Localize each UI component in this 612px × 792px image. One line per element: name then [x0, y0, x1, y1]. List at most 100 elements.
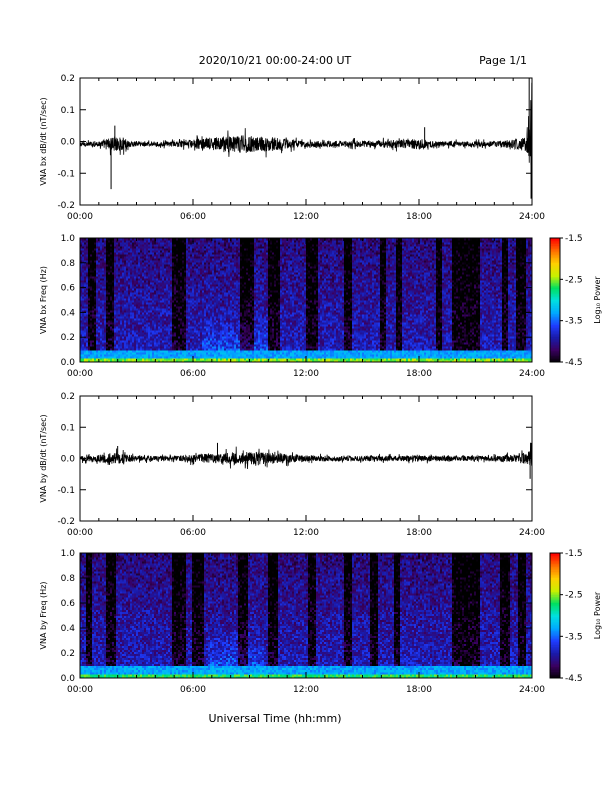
spectrogram-cell	[82, 352, 84, 354]
spectrogram-cell	[94, 250, 96, 252]
spectrogram-cell	[124, 358, 126, 360]
spectrogram-cell	[106, 298, 108, 300]
spectrogram-cell	[112, 318, 114, 320]
spectrogram-cell	[108, 312, 110, 314]
spectrogram-cell	[122, 324, 124, 326]
spectrogram-cell	[114, 310, 116, 312]
spectrogram-cell	[94, 320, 96, 322]
spectrogram-cell	[86, 246, 88, 248]
spectrogram-cell	[120, 292, 122, 294]
spectrogram-cell	[86, 262, 88, 264]
spectrogram-cell	[126, 290, 128, 292]
spectrogram-cell	[108, 338, 110, 340]
spectrogram-cell	[110, 292, 112, 294]
spectrogram-cell	[108, 294, 110, 296]
spectrogram-cell	[106, 264, 108, 266]
spectrogram-cell	[114, 352, 116, 354]
spectrogram-cell	[112, 294, 114, 296]
spectrogram-cell	[112, 246, 114, 248]
spectrogram-cell	[96, 282, 98, 284]
spectrogram-cell	[116, 312, 118, 314]
spectrogram-cell	[100, 312, 102, 314]
spectrogram-cell	[94, 264, 96, 266]
spectrogram-cell	[86, 352, 88, 354]
spectrogram-cell	[108, 298, 110, 300]
signal-trace	[80, 83, 532, 178]
spectrogram-cell	[106, 350, 108, 352]
spectrogram-cell	[92, 262, 94, 264]
spectrogram-cell	[94, 356, 96, 358]
spectrogram-cell	[112, 322, 114, 324]
spectrogram-cell	[124, 244, 126, 246]
spectrogram-cell	[84, 356, 86, 358]
spectrogram-cell	[118, 240, 120, 242]
spectrogram-cell	[120, 294, 122, 296]
spectrogram-cell	[122, 294, 124, 296]
spectrogram-cell	[84, 296, 86, 298]
spectrogram-cell	[86, 344, 88, 346]
spectrogram-cell	[94, 284, 96, 286]
spectrogram-cell	[92, 270, 94, 272]
spectrogram-cell	[118, 280, 120, 282]
spectrogram-cell	[90, 310, 92, 312]
spectrogram-cell	[126, 310, 128, 312]
spectrogram-cell	[92, 340, 94, 342]
spectrogram-cell	[88, 316, 90, 318]
spectrogram-cell	[114, 320, 116, 322]
spectrogram-cell	[100, 304, 102, 306]
spectrogram-cell	[114, 304, 116, 306]
spectrogram-cell	[94, 312, 96, 314]
spectrogram-cell	[122, 318, 124, 320]
spectrogram-cell	[120, 350, 122, 352]
spectrogram-cell	[82, 288, 84, 290]
spectrogram-cell	[86, 282, 88, 284]
spectrogram-cell	[106, 266, 108, 268]
spectrogram-cell	[88, 298, 90, 300]
spectrogram-cell	[116, 246, 118, 248]
spectrogram-cell	[82, 240, 84, 242]
spectrogram-cell	[126, 312, 128, 314]
spectrogram-cell	[90, 280, 92, 282]
spectrogram-cell	[122, 276, 124, 278]
spectrogram-cell	[94, 338, 96, 340]
spectrogram-cell	[94, 308, 96, 310]
spectrogram-cell	[126, 262, 128, 264]
spectrogram-cell	[106, 328, 108, 330]
spectrogram-cell	[124, 294, 126, 296]
spectrogram-cell	[84, 282, 86, 284]
spectrogram-cell	[86, 336, 88, 338]
spectrogram-cell	[104, 348, 106, 350]
spectrogram-cell	[112, 274, 114, 276]
spectrogram-cell	[90, 352, 92, 354]
spectrogram-cell	[100, 328, 102, 330]
spectrogram-cell	[126, 284, 128, 286]
spectrogram-cell	[110, 256, 112, 258]
spectrogram-cell	[106, 354, 108, 356]
spectrogram-cell	[100, 302, 102, 304]
spectrogram-cell	[112, 338, 114, 340]
spectrogram-cell	[106, 240, 108, 242]
spectrogram-cell	[126, 254, 128, 256]
spectrogram-cell	[96, 346, 98, 348]
spectrogram-cell	[94, 296, 96, 298]
spectrogram-cell	[96, 358, 98, 360]
spectrogram-cell	[86, 268, 88, 270]
spectrogram-cell	[122, 292, 124, 294]
spectrogram-cell	[96, 298, 98, 300]
spectrogram-cell	[90, 282, 92, 284]
spectrogram-cell	[114, 354, 116, 356]
spectrogram-cell	[108, 242, 110, 244]
spectrogram-cell	[126, 338, 128, 340]
spectrogram-cell	[86, 260, 88, 262]
y-axis-label: VNA bx dB/dt (nT/sec)	[39, 97, 48, 185]
spectrogram-cell	[112, 332, 114, 334]
spectrogram-cell	[104, 318, 106, 320]
spectrogram-cell	[108, 332, 110, 334]
spectrogram-cell	[126, 314, 128, 316]
spectrogram-cell	[88, 278, 90, 280]
spectrogram-cell	[122, 242, 124, 244]
spectrogram-cell	[100, 294, 102, 296]
spectrogram-cell	[116, 316, 118, 318]
spectrogram-cell	[90, 356, 92, 358]
spectrogram-cell	[100, 308, 102, 310]
